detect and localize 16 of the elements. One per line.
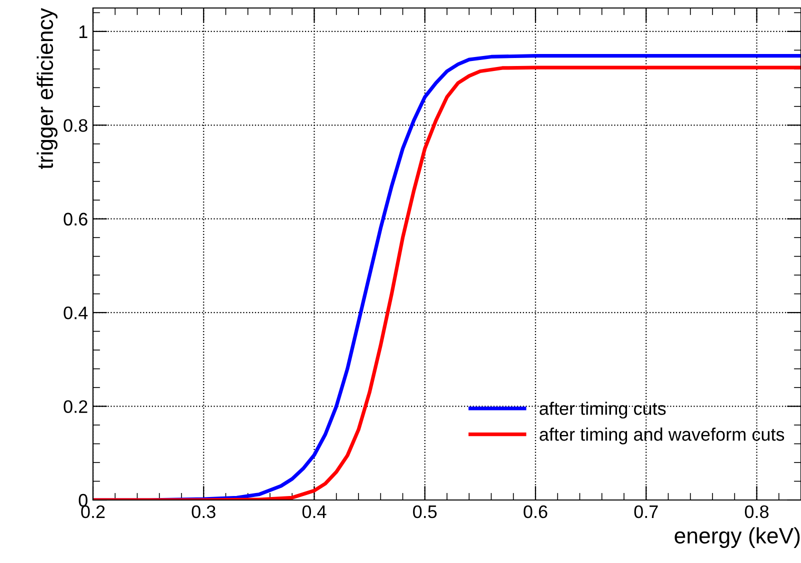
x-tick-label: 0.3 (192, 505, 216, 518)
x-tick-label: 0.4 (302, 505, 326, 518)
y-tick-label: 0 (78, 494, 88, 507)
y-tick-label: 1 (79, 26, 88, 38)
x-axis-title: energy (keV) (674, 527, 800, 548)
x-tick-label: 0.7 (634, 505, 658, 518)
y-axis-title: trigger efficiency (36, 8, 58, 170)
y-tick-label: 0.2 (64, 400, 88, 414)
y-tick-label: 0.4 (64, 306, 88, 320)
y-tick-label: 0.8 (64, 119, 88, 132)
x-tick-label: 0.5 (413, 505, 437, 518)
x-tick-label: 0.6 (524, 505, 548, 518)
y-tick-label: 0.6 (64, 212, 88, 226)
legend-label: after timing and waveform cuts (540, 428, 784, 444)
x-tick-label: 0.8 (744, 505, 769, 518)
legend-label: after timing cuts (540, 402, 666, 419)
